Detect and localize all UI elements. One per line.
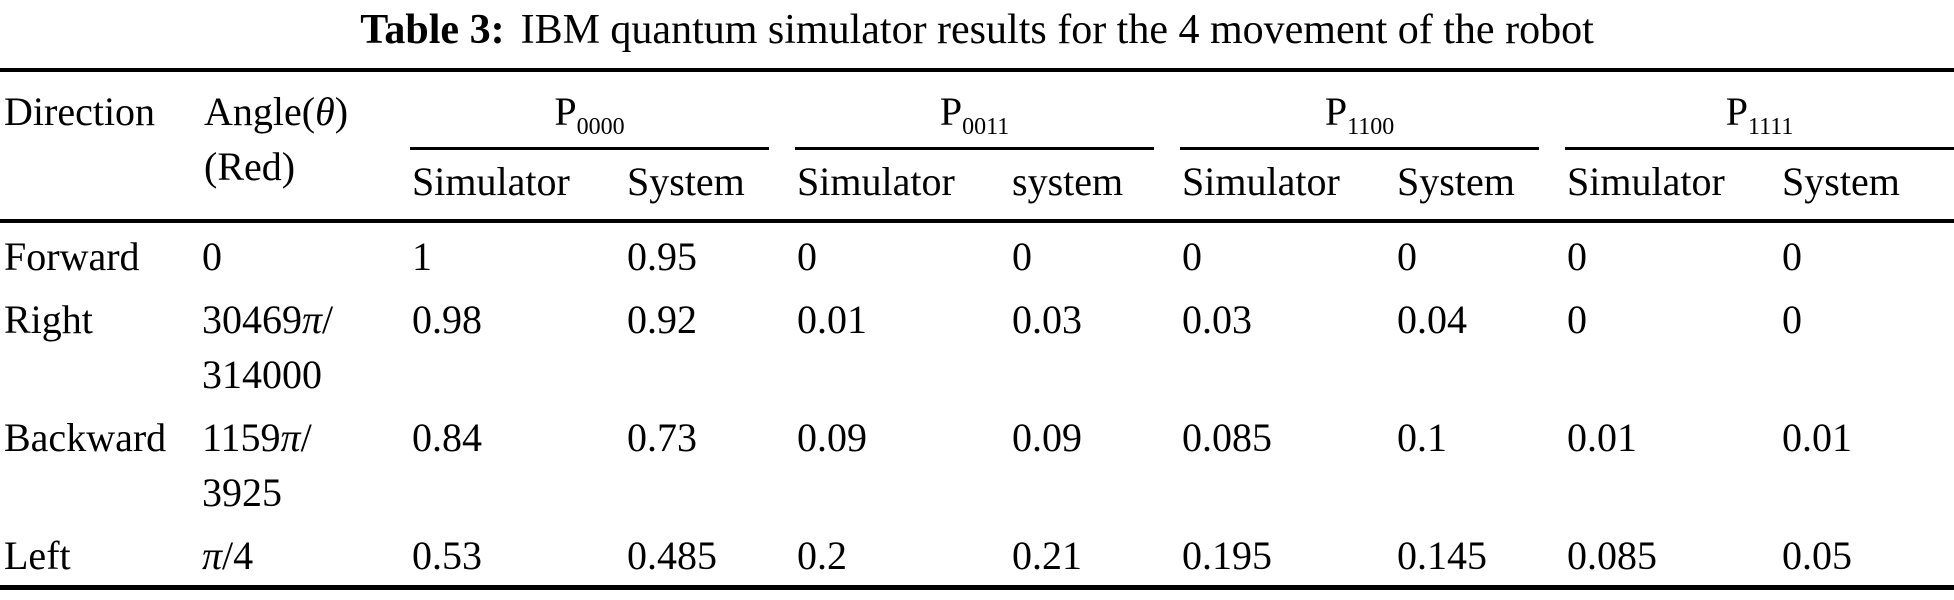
cell-p1111-system: 0.05 xyxy=(1782,533,1853,578)
header-angle: Angle(θ) (Red) xyxy=(200,70,410,223)
cell-p1100-simulator: 0 xyxy=(1182,234,1203,279)
header-group-p0011: P0011 xyxy=(795,70,1180,150)
table-row-forward: Forward 0 1 0.95 0 0 0 0 0 0 xyxy=(0,221,1954,286)
cell-angle: 30469π/ 314000 xyxy=(202,297,334,397)
header-group-p0000: P0000 xyxy=(410,70,795,150)
cell-p1111-simulator: 0.01 xyxy=(1567,415,1638,460)
cell-p1100-simulator: 0.195 xyxy=(1182,533,1273,578)
cell-p1111-simulator: 0.085 xyxy=(1567,533,1658,578)
table-caption: Table 3: IBM quantum simulator results fo… xyxy=(0,4,1954,56)
cell-p0000-system: 0.485 xyxy=(627,533,717,578)
p1111-subscript: 1111 xyxy=(1748,114,1794,140)
header-group-p1100: P1100 xyxy=(1180,70,1565,150)
group-label-p0011: P0011 xyxy=(795,84,1155,150)
header-direction: Direction xyxy=(0,70,200,223)
cell-direction: Forward xyxy=(4,234,140,279)
cell-p1100-system: 0.1 xyxy=(1397,415,1448,460)
caption-text: IBM quantum simulator results for the 4 … xyxy=(520,7,1594,53)
header-p0000-simulator: Simulator xyxy=(410,150,625,223)
cell-p1100-simulator: 0.085 xyxy=(1182,415,1273,460)
table-row-backward: Backward 1159π/ 3925 0.84 0.73 0.09 0.09… xyxy=(0,404,1954,522)
table-row-right: Right 30469π/ 314000 0.98 0.92 0.01 0.03… xyxy=(0,286,1954,404)
header-p1100-system: System xyxy=(1395,150,1566,223)
cell-p1100-system: 0.145 xyxy=(1397,533,1488,578)
header-p0000-system: System xyxy=(625,150,795,223)
cell-p0011-system: 0.21 xyxy=(1012,533,1082,578)
header-p1111-simulator: Simulator xyxy=(1565,150,1781,223)
cell-p1111-simulator: 0 xyxy=(1567,297,1588,342)
table-row-left: Left π/4 0.53 0.485 0.2 0.21 0.195 0.145… xyxy=(0,522,1954,588)
p0011-subscript: 0011 xyxy=(962,114,1010,140)
group-label-p1111: P1111 xyxy=(1565,84,1954,150)
cell-p1100-system: 0.04 xyxy=(1397,297,1468,342)
cell-p0011-simulator: 0.2 xyxy=(797,533,847,578)
cell-p1100-simulator: 0.03 xyxy=(1182,297,1253,342)
header-p0011-simulator: Simulator xyxy=(795,150,1010,223)
caption-label: Table 3: xyxy=(360,7,505,53)
header-angle-line1: Angle(θ) xyxy=(204,89,349,134)
cell-p0000-simulator: 0.84 xyxy=(412,415,482,460)
header-p1111-system: System xyxy=(1780,150,1954,223)
cell-p0011-simulator: 0.09 xyxy=(797,415,867,460)
cell-p1111-system: 0 xyxy=(1782,234,1803,279)
cell-p0000-system: 0.95 xyxy=(627,234,697,279)
cell-angle: π/4 xyxy=(202,533,254,578)
header-group-p1111: P1111 xyxy=(1565,70,1954,150)
cell-p1100-system: 0 xyxy=(1397,234,1418,279)
p0000-subscript: 0000 xyxy=(576,114,625,140)
cell-p0000-system: 0.92 xyxy=(627,297,697,342)
cell-p1111-system: 0 xyxy=(1782,297,1803,342)
p1100-subscript: 1100 xyxy=(1347,114,1395,140)
cell-p0011-system: 0.03 xyxy=(1012,297,1082,342)
cell-p0000-simulator: 0.98 xyxy=(412,297,482,342)
cell-p0011-system: 0.09 xyxy=(1012,415,1082,460)
cell-p0011-system: 0 xyxy=(1012,234,1032,279)
cell-direction: Right xyxy=(4,297,93,342)
group-label-p1100: P1100 xyxy=(1180,84,1540,150)
results-table: Direction Angle(θ) (Red) P0000 P0011 P11… xyxy=(0,68,1954,590)
header-p0011-system: system xyxy=(1010,150,1181,223)
header-angle-line2: (Red) xyxy=(204,144,296,189)
cell-p0000-system: 0.73 xyxy=(627,415,697,460)
cell-direction: Backward xyxy=(4,415,167,460)
cell-p0011-simulator: 0 xyxy=(797,234,817,279)
cell-angle: 1159π/ 3925 xyxy=(202,415,312,515)
cell-p1111-simulator: 0 xyxy=(1567,234,1588,279)
group-label-p0000: P0000 xyxy=(410,84,769,150)
header-p1100-simulator: Simulator xyxy=(1180,150,1396,223)
cell-direction: Left xyxy=(4,533,71,578)
cell-p1111-system: 0.01 xyxy=(1782,415,1853,460)
cell-p0011-simulator: 0.01 xyxy=(797,297,867,342)
cell-p0000-simulator: 0.53 xyxy=(412,533,482,578)
cell-angle: 0 xyxy=(202,234,222,279)
cell-p0000-simulator: 1 xyxy=(412,234,432,279)
